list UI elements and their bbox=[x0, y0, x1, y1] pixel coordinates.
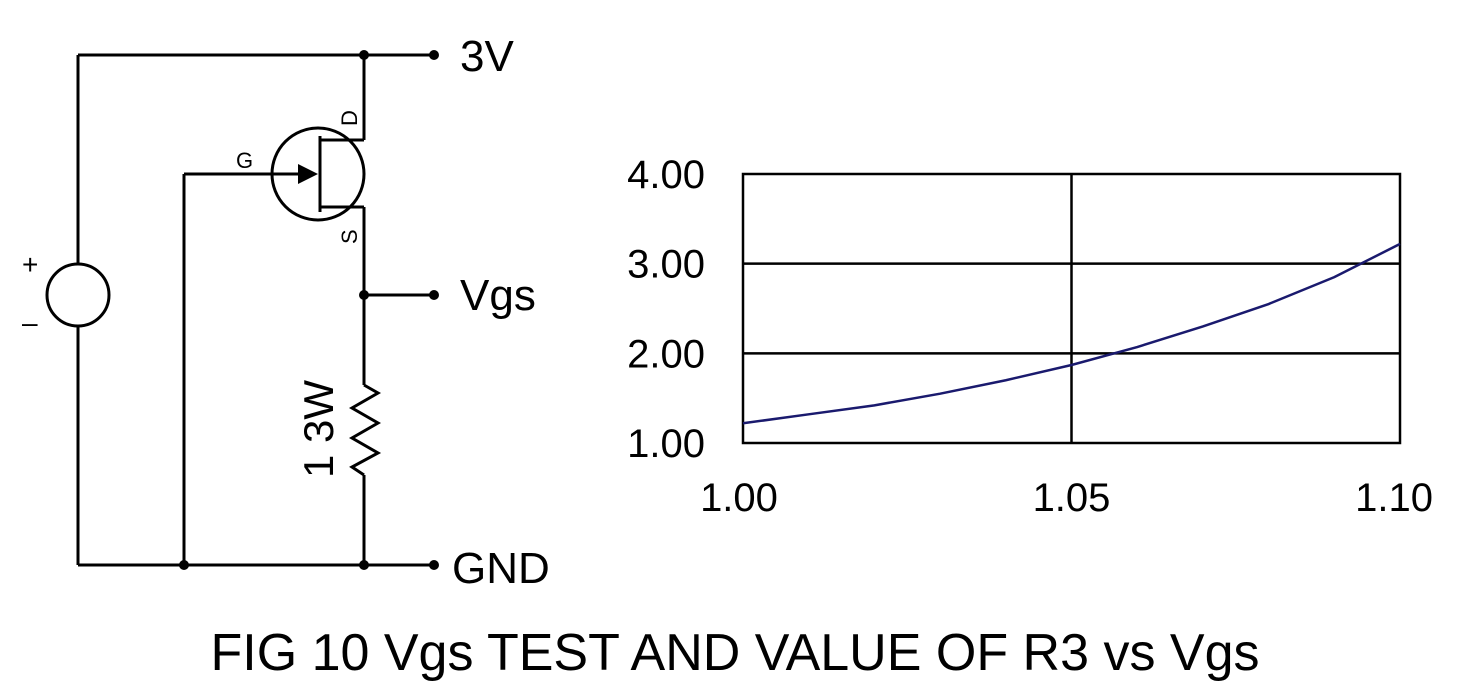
supply-label: 3V bbox=[460, 32, 514, 81]
voltage-source-symbol bbox=[45, 262, 111, 328]
figure-caption: FIG 10 Vgs TEST AND VALUE OF R3 vs Vgs bbox=[210, 624, 1259, 682]
vgs-label: Vgs bbox=[460, 271, 536, 320]
x-tick-label: 1.10 bbox=[1355, 476, 1433, 520]
terminal-3v bbox=[429, 50, 439, 60]
r3-vs-vgs-chart: 4.00 3.00 2.00 1.00 1.00 1.05 1.10 bbox=[627, 153, 1433, 520]
y-tick-label: 3.00 bbox=[627, 243, 705, 287]
resistor-symbol bbox=[348, 383, 382, 477]
minus-sign: – bbox=[22, 307, 38, 338]
gate-arrow-icon bbox=[298, 164, 318, 184]
gridlines bbox=[743, 174, 1400, 443]
y-tick-label: 4.00 bbox=[627, 153, 705, 197]
series-layer bbox=[742, 242, 1401, 425]
x-tick-label: 1.05 bbox=[1033, 476, 1111, 520]
drain-label: D bbox=[337, 110, 362, 126]
plus-sign: + bbox=[22, 249, 38, 280]
junction-gnd-right bbox=[359, 560, 369, 570]
r3-curve bbox=[742, 242, 1401, 425]
circuit-schematic: + – G D S 1 3W 3V Vgs bbox=[22, 32, 550, 593]
resistor-label: 1 3W bbox=[295, 380, 342, 478]
y-tick-label: 2.00 bbox=[627, 332, 705, 376]
terminal-gnd bbox=[429, 560, 439, 570]
y-tick-label: 1.00 bbox=[627, 422, 705, 466]
junction-vgs bbox=[359, 290, 369, 300]
x-tick-label: 1.00 bbox=[700, 476, 778, 520]
junction-top bbox=[359, 50, 369, 60]
junction-gnd-left bbox=[179, 560, 189, 570]
jfet-symbol bbox=[270, 126, 366, 222]
source-label: S bbox=[337, 229, 362, 244]
gnd-label: GND bbox=[452, 544, 550, 593]
gate-label: G bbox=[236, 148, 253, 173]
x-axis-ticks: 1.00 1.05 1.10 bbox=[700, 476, 1433, 520]
y-axis-ticks: 4.00 3.00 2.00 1.00 bbox=[627, 153, 705, 466]
terminal-vgs bbox=[429, 290, 439, 300]
